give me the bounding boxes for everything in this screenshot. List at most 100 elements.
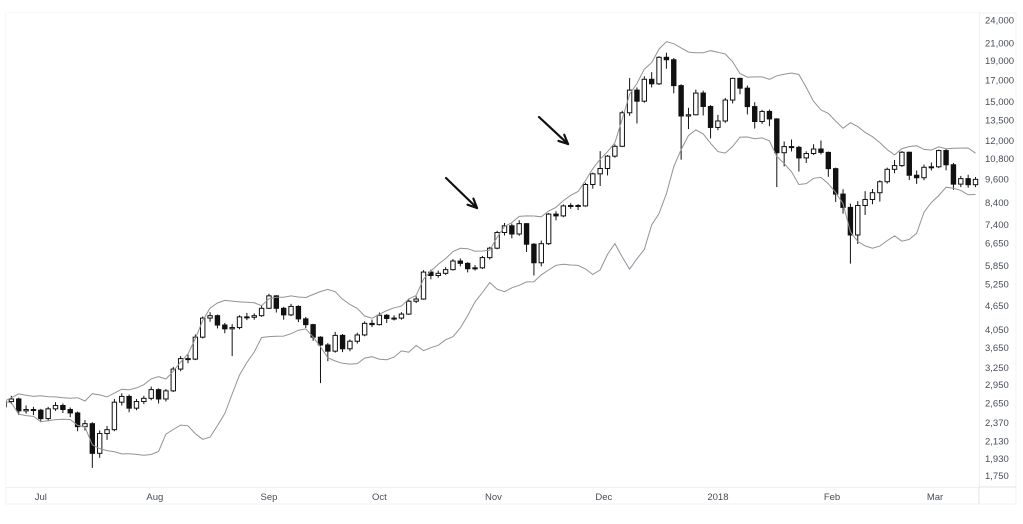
candle — [685, 107, 692, 130]
candle — [612, 144, 618, 158]
candle-body-up — [170, 368, 176, 392]
candle — [258, 306, 265, 317]
candle-body-down — [30, 409, 37, 412]
candle-body-up — [612, 145, 618, 157]
candle-body-down — [531, 243, 537, 264]
candle — [207, 312, 213, 322]
candle-body-up — [177, 358, 184, 370]
candle — [413, 296, 419, 304]
candle-body-up — [759, 110, 765, 123]
candle-body-up — [413, 298, 419, 302]
candle-body-down — [155, 389, 162, 400]
candle-body-up — [958, 178, 964, 185]
candle — [855, 201, 861, 244]
price-axis-label: 3,250 — [985, 363, 1009, 374]
candle — [847, 203, 854, 264]
candle-body-up — [803, 152, 809, 159]
candle — [509, 223, 515, 239]
candle-body-up — [781, 146, 787, 154]
candle — [913, 170, 920, 184]
candle-body-down — [943, 150, 949, 166]
price-axis-label: 1,930 — [985, 454, 1009, 465]
candle — [707, 105, 714, 139]
candle — [781, 141, 787, 167]
candle-body-down — [752, 106, 758, 123]
candle-body-up — [568, 204, 574, 207]
candle — [442, 267, 449, 275]
candle-body-down — [16, 398, 22, 412]
candle — [729, 77, 736, 104]
price-axis[interactable]: 24,000 21,000 19,000 17,000 15,000 13,500 12,0… — [985, 15, 1014, 482]
price-axis-label: 7,400 — [985, 220, 1009, 231]
candle — [869, 189, 876, 205]
candle — [648, 72, 655, 88]
candle — [965, 174, 971, 188]
candle — [185, 354, 191, 364]
candle-body-up — [354, 334, 360, 342]
candle-body-up — [141, 397, 147, 403]
candle — [678, 84, 684, 160]
price-axis-label: 2,650 — [985, 399, 1009, 410]
candle-body-up — [921, 166, 927, 179]
candle — [384, 314, 390, 323]
candle — [177, 356, 184, 372]
price-axis-label: 2,130 — [985, 437, 1009, 448]
candle-body-up — [52, 404, 59, 410]
candle-body-down — [648, 78, 655, 85]
candle — [317, 336, 324, 384]
candle-body-down — [126, 395, 132, 409]
candle-body-up — [133, 401, 140, 409]
candle-body-up — [200, 317, 206, 338]
candle-body-down — [737, 77, 743, 89]
candle — [464, 262, 471, 273]
candle — [236, 315, 243, 330]
candle-body-down — [384, 314, 390, 319]
candle-body-down — [89, 423, 96, 454]
candle-body-down — [67, 409, 73, 414]
candle-body-up — [884, 168, 890, 183]
plot-area[interactable] — [6, 13, 979, 487]
candle — [810, 144, 817, 156]
candle — [472, 265, 478, 271]
candle-body-up — [516, 223, 522, 235]
candle-body-down — [678, 85, 684, 117]
candle — [155, 388, 162, 404]
candle-body-down — [553, 213, 559, 217]
time-axis[interactable]: Jul Aug Sep Oct Nov Dec 2018 Feb Mar — [35, 492, 944, 503]
candle — [928, 162, 935, 171]
candle-body-down — [950, 164, 957, 185]
candle-body-up — [361, 322, 368, 336]
candle-body-up — [869, 192, 876, 200]
candle — [582, 182, 589, 207]
candle-body-up — [619, 112, 625, 147]
candle — [450, 259, 456, 271]
candle — [788, 139, 795, 152]
candle — [119, 393, 125, 406]
price-axis-label: 4,050 — [985, 325, 1009, 336]
down-right-arrow-2 — [537, 115, 570, 146]
candle — [722, 97, 728, 123]
candle — [597, 151, 603, 186]
candle — [796, 145, 802, 172]
candle — [23, 405, 29, 414]
candle-body-down — [847, 206, 854, 236]
candle-body-down — [303, 318, 309, 326]
candle — [133, 398, 140, 411]
candle-body-down — [663, 56, 670, 61]
candle-body-up — [398, 313, 405, 319]
candle-body-down — [244, 316, 250, 319]
candle-body-up — [435, 272, 441, 277]
candle — [766, 109, 773, 127]
candle — [752, 102, 758, 129]
candle-body-up — [8, 398, 15, 403]
candle-body-up — [96, 433, 103, 454]
candle — [266, 293, 272, 310]
candle — [479, 255, 486, 270]
candle — [560, 204, 567, 218]
price-axis-label: 6,650 — [985, 239, 1009, 250]
candle — [619, 110, 625, 148]
candle — [671, 58, 677, 94]
candle-body-up — [111, 401, 118, 431]
